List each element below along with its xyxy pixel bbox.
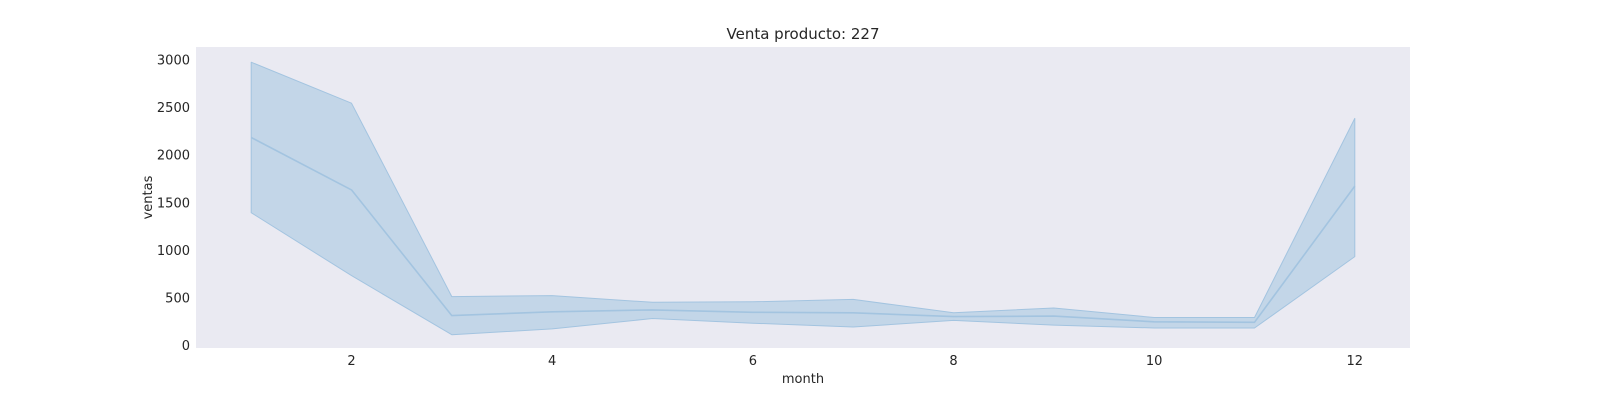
y-tick-label: 2500 [157,101,190,116]
x-tick-label: 4 [548,354,556,369]
data-point [250,137,252,139]
confidence-band-layer [250,61,1356,336]
data-point [852,312,854,314]
x-tick-label: 6 [749,354,757,369]
x-tick-label: 8 [949,354,957,369]
y-tick-label: 500 [165,292,190,307]
data-point [551,311,553,313]
series-line [250,136,1356,324]
confidence-band [250,61,1356,336]
y-axis-ticks: 0 500 1000 1500 2000 2500 3000 [157,53,190,354]
y-tick-label: 1500 [157,196,190,211]
y-axis-title: ventas [141,175,156,219]
data-point [752,311,754,313]
x-axis-title: month [782,372,824,387]
data-point [1354,185,1356,187]
y-tick-label: 0 [182,339,190,354]
data-point [351,189,353,191]
data-point [1153,321,1155,323]
chart-title: Venta producto: 227 [727,25,880,43]
series-line-layer [250,136,1356,324]
x-axis-ticks: 2 4 6 8 10 12 [347,354,1363,369]
x-tick-label: 10 [1146,354,1163,369]
data-point [1254,321,1256,323]
y-tick-label: 1000 [157,244,190,259]
data-point [451,315,453,317]
data-point [1053,315,1055,317]
y-tick-label: 3000 [157,53,190,68]
data-point [953,316,955,318]
data-point [652,309,654,311]
x-tick-label: 12 [1347,354,1364,369]
x-tick-label: 2 [347,354,355,369]
y-tick-label: 2000 [157,149,190,164]
